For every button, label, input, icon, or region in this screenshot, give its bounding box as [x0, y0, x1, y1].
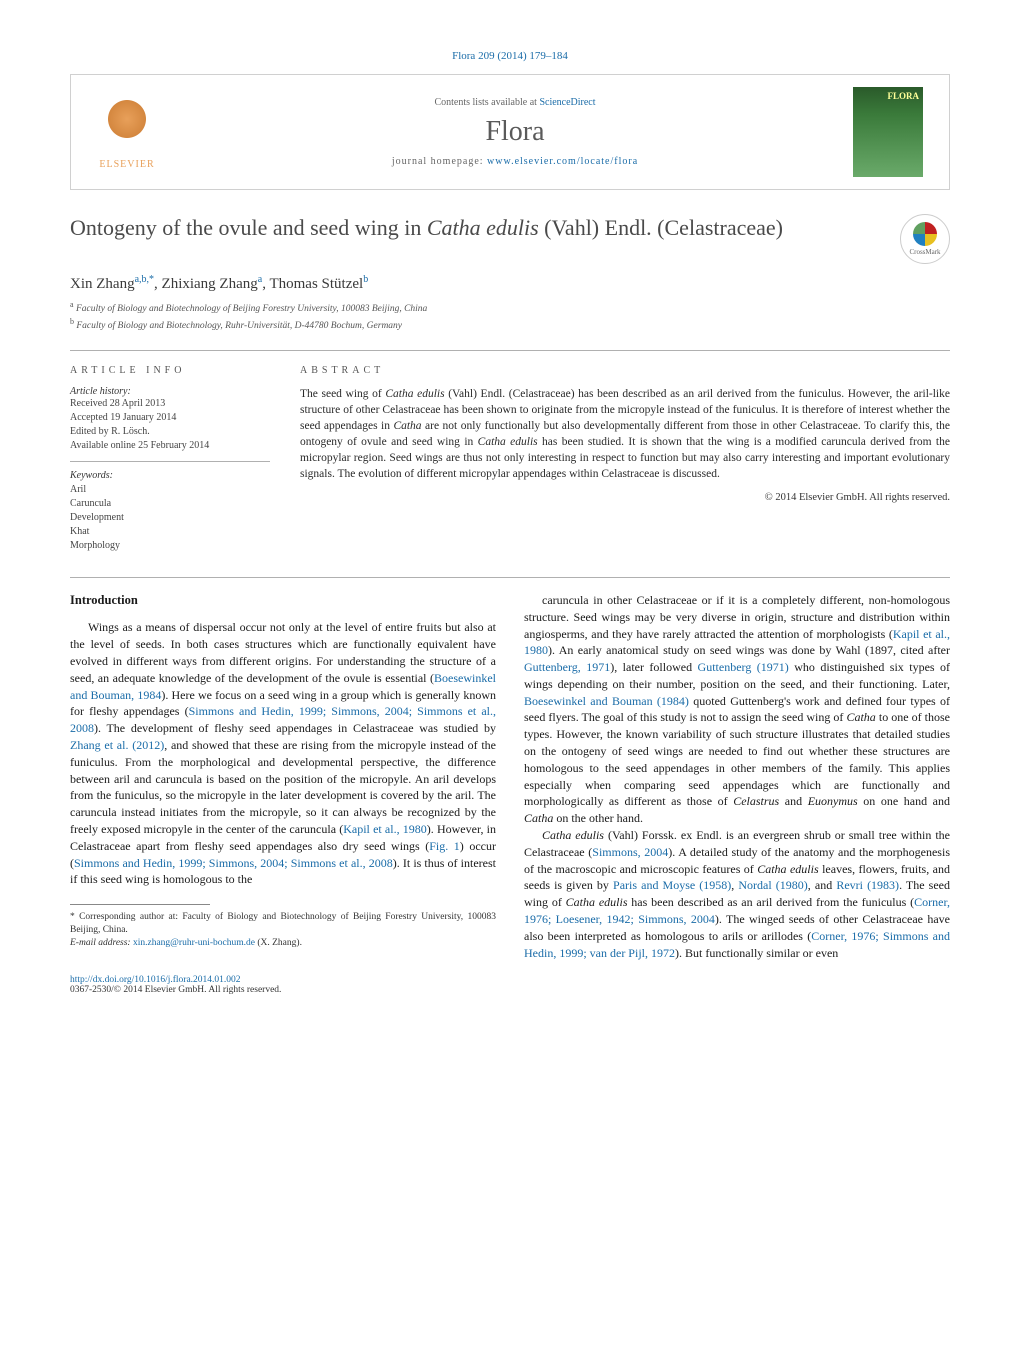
title-species: Catha edulis: [427, 215, 539, 240]
body-paragraph-2: caruncula in other Celastraceae or if it…: [524, 592, 950, 827]
journal-header-box: ELSEVIER Contents lists available at Sci…: [70, 74, 950, 190]
italic-term: Catha: [393, 420, 421, 432]
italic-term: Catha edulis: [478, 436, 538, 448]
email-label: E-mail address:: [70, 938, 133, 948]
citation-link[interactable]: Fig. 1: [429, 839, 460, 853]
body-paragraph-1: Wings as a means of dispersal occur not …: [70, 619, 496, 888]
footer-links: http://dx.doi.org/10.1016/j.flora.2014.0…: [70, 975, 950, 995]
crossmark-badge[interactable]: CrossMark: [900, 214, 950, 264]
citation-link[interactable]: Guttenberg (1971): [698, 660, 789, 674]
keyword-2: Caruncula: [70, 497, 270, 511]
elsevier-text: ELSEVIER: [99, 159, 154, 170]
keyword-4: Khat: [70, 525, 270, 539]
email-suffix: (X. Zhang).: [255, 938, 302, 948]
elsevier-tree-icon: [97, 95, 157, 155]
received-line: Received 28 April 2013: [70, 397, 270, 411]
text-run: , and: [808, 878, 837, 892]
doi-link[interactable]: http://dx.doi.org/10.1016/j.flora.2014.0…: [70, 975, 241, 985]
italic-term: Catha: [524, 811, 553, 825]
title-post: (Vahl) Endl. (Celastraceae): [539, 215, 783, 240]
abstract-column: abstract The seed wing of Catha edulis (…: [300, 365, 950, 553]
text-run: on one hand and: [858, 794, 950, 808]
text-run: and: [779, 794, 807, 808]
history-label: Article history:: [70, 386, 270, 397]
keywords-label: Keywords:: [70, 470, 270, 481]
citation-link[interactable]: Paris and Moyse (1958): [613, 878, 731, 892]
abstract-text: The seed wing of Catha edulis (Vahl) End…: [300, 386, 950, 483]
italic-term: Celastrus: [733, 794, 779, 808]
divider-top: [70, 350, 950, 351]
text-run: ), later followed: [610, 660, 697, 674]
keyword-3: Development: [70, 511, 270, 525]
article-info-column: article info Article history: Received 2…: [70, 365, 270, 553]
author-2-affil-sup: a: [258, 274, 262, 285]
affil-b-text: Faculty of Biology and Biotechnology, Ru…: [74, 322, 402, 332]
citation-link[interactable]: Simmons, 2004: [592, 845, 668, 859]
italic-term: Catha: [846, 710, 875, 724]
crossmark-label: CrossMark: [909, 248, 940, 256]
abstract-copyright: © 2014 Elsevier GmbH. All rights reserve…: [300, 492, 950, 503]
text-run: caruncula in other Celastraceae or if it…: [524, 593, 950, 641]
text-run: The seed wing of: [300, 388, 385, 400]
contents-prefix: Contents lists available at: [434, 97, 539, 108]
author-2-name: Zhixiang Zhang: [162, 276, 258, 292]
journal-name: Flora: [177, 116, 853, 148]
elsevier-logo: ELSEVIER: [87, 87, 167, 177]
author-1-affil-sup: a,b,*: [135, 274, 154, 285]
divider-bottom: [70, 577, 950, 578]
citation-link[interactable]: Zhang et al. (2012): [70, 738, 164, 752]
online-line: Available online 25 February 2014: [70, 439, 270, 453]
citation-link[interactable]: Guttenberg, 1971: [524, 660, 610, 674]
corr-email-link[interactable]: xin.zhang@ruhr-uni-bochum.de: [133, 938, 255, 948]
author-3-name: Thomas Stützel: [269, 276, 363, 292]
contents-line: Contents lists available at ScienceDirec…: [177, 97, 853, 108]
citation-link[interactable]: Nordal (1980): [738, 878, 807, 892]
issn-copyright-line: 0367-2530/© 2014 Elsevier GmbH. All righ…: [70, 985, 950, 995]
citation-link[interactable]: Simmons and Hedin, 1999; Simmons, 2004; …: [74, 856, 393, 870]
author-1-name: Xin Zhang: [70, 276, 135, 292]
journal-reference: Flora 209 (2014) 179–184: [70, 50, 950, 62]
italic-term: Catha edulis: [757, 862, 818, 876]
text-run: ). The development of fleshy seed append…: [94, 721, 496, 735]
journal-cover-thumbnail: FLORA: [853, 87, 923, 177]
body-paragraph-3: Catha edulis (Vahl) Forssk. ex Endl. is …: [524, 827, 950, 961]
journal-cover-label: FLORA: [888, 91, 920, 101]
text-run: has been described as an aril derived fr…: [627, 895, 914, 909]
italic-term: Catha edulis: [566, 895, 628, 909]
authors-line: Xin Zhanga,b,*, Zhixiang Zhanga, Thomas …: [70, 274, 950, 293]
citation-link[interactable]: Revri (1983): [836, 878, 899, 892]
citation-link[interactable]: Kapil et al., 1980: [343, 822, 427, 836]
keyword-5: Morphology: [70, 539, 270, 553]
corr-author-text: * Corresponding author at: Faculty of Bi…: [70, 911, 496, 937]
homepage-prefix: journal homepage:: [392, 156, 487, 167]
homepage-line: journal homepage: www.elsevier.com/locat…: [177, 156, 853, 167]
journal-cover-area: FLORA: [853, 87, 933, 177]
corresponding-author-footnote: * Corresponding author at: Faculty of Bi…: [70, 911, 496, 949]
text-run: on the other hand.: [553, 811, 643, 825]
article-title: Ontogeny of the ovule and seed wing in C…: [70, 214, 884, 243]
keyword-1: Aril: [70, 483, 270, 497]
affil-a-text: Faculty of Biology and Biotechnology of …: [74, 304, 428, 314]
text-run: ). An early anatomical study on seed win…: [548, 643, 950, 657]
footnote-divider: [70, 904, 210, 905]
edited-line: Edited by R. Lösch.: [70, 425, 270, 439]
article-info-heading: article info: [70, 365, 270, 376]
abstract-heading: abstract: [300, 365, 950, 376]
homepage-link[interactable]: www.elsevier.com/locate/flora: [487, 156, 638, 167]
text-run: Wings as a means of dispersal occur not …: [70, 620, 496, 684]
intro-heading: Introduction: [70, 592, 496, 610]
accepted-line: Accepted 19 January 2014: [70, 411, 270, 425]
author-3-affil-sup: b: [363, 274, 368, 285]
citation-link[interactable]: Boesewinkel and Bouman (1984): [524, 694, 689, 708]
publisher-logo-area: ELSEVIER: [87, 87, 177, 177]
crossmark-icon: [913, 222, 937, 246]
sciencedirect-link[interactable]: ScienceDirect: [539, 97, 595, 108]
affiliations: a Faculty of Biology and Biotechnology o…: [70, 299, 950, 334]
italic-term: Catha edulis: [385, 388, 444, 400]
text-run: ). But functionally similar or even: [675, 946, 838, 960]
title-pre: Ontogeny of the ovule and seed wing in: [70, 215, 427, 240]
italic-term: Euonymus: [808, 794, 858, 808]
italic-term: Catha edulis: [542, 828, 604, 842]
body-two-column: Introduction Wings as a means of dispers…: [70, 592, 950, 962]
